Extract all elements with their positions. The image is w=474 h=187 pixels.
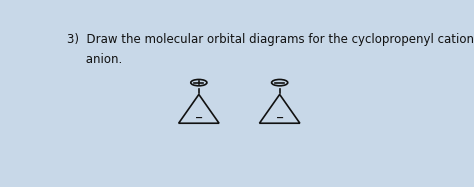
- Text: 3)  Draw the molecular orbital diagrams for the cyclopropenyl cation and cyclopr: 3) Draw the molecular orbital diagrams f…: [66, 33, 474, 45]
- Text: anion.: anion.: [66, 53, 122, 66]
- Text: −: −: [275, 112, 284, 122]
- Text: −: −: [195, 112, 203, 122]
